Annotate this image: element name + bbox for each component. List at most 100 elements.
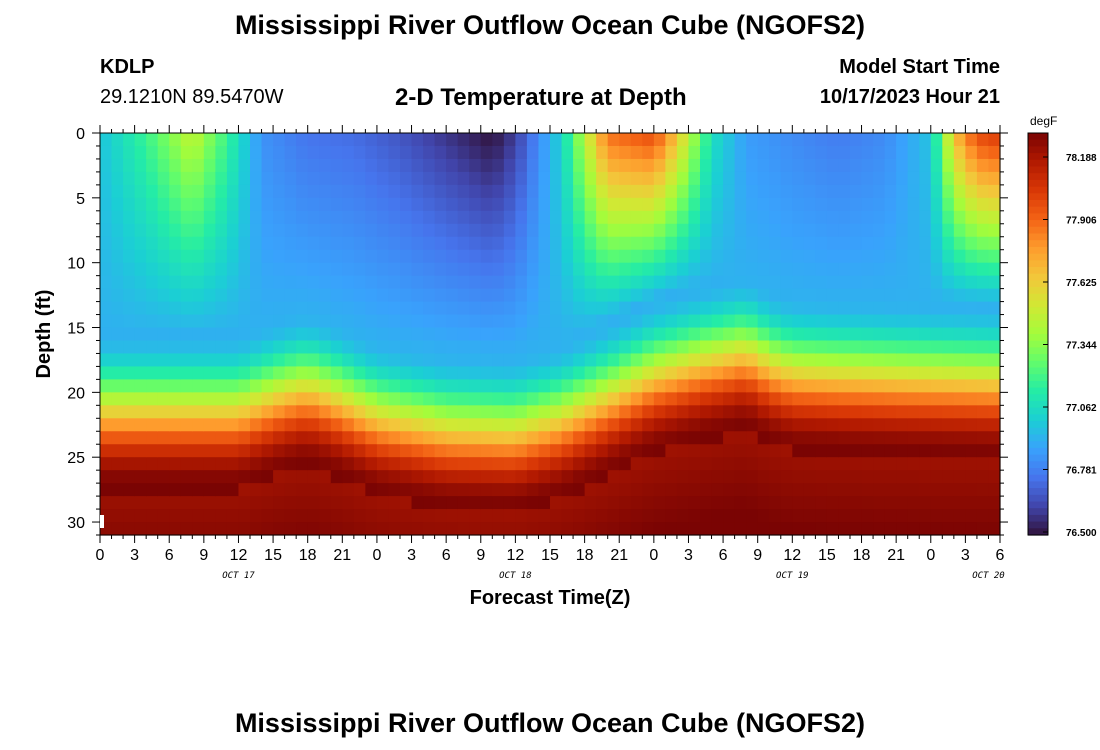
heatmap-cell (273, 522, 286, 536)
heatmap-cell (180, 249, 193, 264)
heatmap-cell (446, 275, 459, 290)
heatmap-cell (515, 522, 528, 536)
heatmap-cell (526, 275, 540, 290)
heatmap-cell (850, 379, 863, 393)
heatmap-cell (873, 197, 886, 212)
heatmap-cell (596, 197, 609, 212)
heatmap-cell (192, 223, 205, 238)
heatmap-cell (976, 509, 990, 523)
heatmap-cell (296, 288, 309, 303)
heatmap-cell (653, 366, 666, 380)
heatmap-cell (665, 340, 678, 355)
heatmap-cell (665, 314, 678, 329)
heatmap-cell (642, 379, 655, 393)
heatmap-cell (411, 340, 424, 355)
heatmap-cell (584, 431, 597, 445)
heatmap-cell (896, 158, 909, 173)
heatmap-cell (815, 418, 828, 432)
heatmap-cell (953, 509, 966, 523)
heatmap-cell (515, 405, 528, 419)
heatmap-cell (561, 145, 574, 160)
heatmap-cell (157, 223, 170, 238)
heatmap-cell (884, 223, 897, 238)
heatmap-cell (192, 496, 205, 510)
colorbar-segment (1028, 193, 1048, 201)
heatmap-cell (896, 483, 909, 497)
heatmap-cell (953, 145, 966, 160)
heatmap-cell (319, 210, 332, 225)
heatmap-cell (988, 405, 1001, 419)
heatmap-cell (215, 496, 228, 510)
heatmap-cell (746, 223, 759, 238)
heatmap-cell (734, 314, 747, 329)
heatmap-cell (469, 366, 482, 380)
heatmap-cell (734, 262, 747, 277)
heatmap-cell (169, 145, 182, 160)
heatmap-cell (169, 301, 182, 316)
heatmap-cell (619, 470, 632, 484)
heatmap-cell (446, 158, 459, 173)
heatmap-cell (261, 301, 274, 316)
heatmap-cell (226, 223, 240, 238)
heatmap-cell (896, 353, 909, 368)
heatmap-cell (526, 444, 540, 458)
heatmap-cell (630, 210, 643, 225)
colorbar-segment (1028, 200, 1048, 208)
heatmap-cell (526, 483, 540, 497)
heatmap-cell (815, 158, 828, 173)
heatmap-cell (711, 133, 724, 147)
heatmap-cell (826, 249, 840, 264)
heatmap-cell (884, 483, 897, 497)
heatmap-cell (734, 145, 747, 160)
heatmap-cell (342, 275, 355, 290)
heatmap-cell (976, 249, 990, 264)
heatmap-cell (734, 392, 747, 406)
heatmap-cell (780, 275, 793, 290)
heatmap-cell (550, 184, 563, 199)
heatmap-cell (815, 470, 828, 484)
chart-title: Mississippi River Outflow Ocean Cube (NG… (234, 10, 866, 40)
heatmap-cell (653, 249, 666, 264)
heatmap-cell (411, 483, 424, 497)
heatmap-cell (319, 197, 332, 212)
heatmap-cell (250, 133, 263, 147)
heatmap-cell (700, 457, 713, 471)
heatmap-cell (942, 340, 955, 355)
heatmap-cell (619, 327, 632, 342)
heatmap-cell (111, 223, 124, 238)
heatmap-cell (376, 301, 390, 316)
heatmap-cell (919, 158, 932, 173)
heatmap-cell (538, 444, 551, 458)
heatmap-cell (665, 457, 678, 471)
heatmap-cell (850, 366, 863, 380)
heatmap-cell (353, 275, 366, 290)
heatmap-cell (619, 340, 632, 355)
heatmap-cell (411, 418, 424, 432)
heatmap-cell (134, 366, 147, 380)
heatmap-cell (919, 470, 932, 484)
heatmap-cell (584, 405, 597, 419)
heatmap-cell (515, 236, 528, 251)
colorbar-segment (1028, 293, 1048, 302)
heatmap-cell (411, 171, 424, 186)
heatmap-cell (965, 522, 978, 536)
heatmap-cell (907, 405, 920, 419)
heatmap-cell (480, 314, 493, 329)
heatmap-cell (780, 353, 793, 368)
heatmap-cell (388, 210, 401, 225)
heatmap-cell (769, 275, 782, 290)
heatmap-cell (619, 509, 632, 523)
heatmap-cell (307, 314, 320, 329)
heatmap-cell (515, 210, 528, 225)
heatmap-cell (873, 379, 886, 393)
heatmap-cell (515, 314, 528, 329)
heatmap-cell (503, 353, 516, 368)
heatmap-cell (838, 236, 851, 251)
heatmap-cell (573, 210, 586, 225)
heatmap-cell (676, 379, 690, 393)
heatmap-cell (123, 418, 136, 432)
heatmap-cell (919, 353, 932, 368)
heatmap-cell (261, 340, 274, 355)
heatmap-cell (850, 392, 863, 406)
